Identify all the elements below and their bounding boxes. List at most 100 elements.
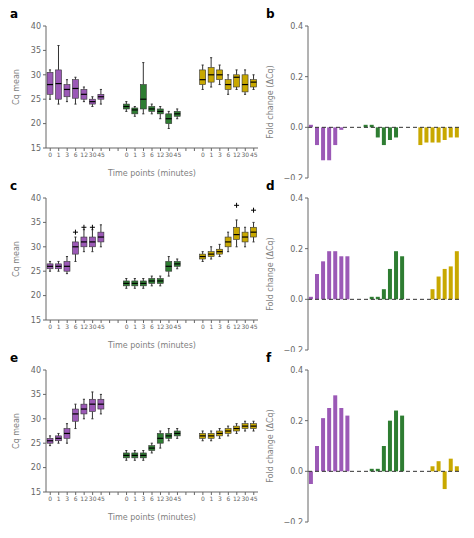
- svg-text:1: 1: [209, 495, 213, 502]
- svg-text:Cq mean: Cq mean: [12, 241, 21, 277]
- svg-text:25: 25: [31, 439, 41, 448]
- svg-text:12: 12: [157, 151, 165, 158]
- svg-text:45: 45: [250, 151, 258, 158]
- svg-text:12: 12: [80, 495, 88, 502]
- svg-text:30: 30: [165, 495, 173, 502]
- svg-text:45: 45: [250, 323, 258, 330]
- svg-text:1: 1: [209, 151, 213, 158]
- svg-text:30: 30: [31, 71, 41, 80]
- svg-text:0: 0: [125, 151, 129, 158]
- svg-text:45: 45: [174, 151, 182, 158]
- svg-text:Fold change (ΔCq): Fold change (ΔCq): [266, 409, 275, 482]
- svg-text:30: 30: [165, 323, 173, 330]
- svg-text:Cq mean: Cq mean: [12, 413, 21, 449]
- svg-text:0.4: 0.4: [290, 366, 303, 375]
- svg-text:30: 30: [89, 495, 97, 502]
- svg-text:1: 1: [133, 495, 137, 502]
- svg-text:45: 45: [174, 323, 182, 330]
- svg-text:0: 0: [201, 323, 205, 330]
- svg-text:30: 30: [89, 151, 97, 158]
- svg-text:40: 40: [31, 22, 41, 31]
- svg-text:25: 25: [31, 95, 41, 104]
- svg-text:40: 40: [31, 194, 41, 203]
- svg-text:0: 0: [48, 323, 52, 330]
- svg-text:0.2: 0.2: [290, 245, 303, 254]
- svg-text:30: 30: [31, 415, 41, 424]
- svg-text:30: 30: [241, 323, 249, 330]
- svg-text:6: 6: [150, 323, 154, 330]
- svg-text:35: 35: [31, 46, 41, 55]
- svg-text:35: 35: [31, 218, 41, 227]
- svg-text:−0.2: −0.2: [284, 518, 303, 524]
- svg-text:30: 30: [31, 243, 41, 252]
- svg-text:Fold change (ΔCq): Fold change (ΔCq): [266, 237, 275, 310]
- svg-text:20: 20: [31, 463, 41, 472]
- svg-text:1: 1: [57, 495, 61, 502]
- svg-text:1: 1: [133, 323, 137, 330]
- svg-text:15: 15: [31, 316, 41, 325]
- svg-text:1: 1: [57, 323, 61, 330]
- svg-text:−0.2: −0.2: [284, 346, 303, 352]
- svg-text:45: 45: [97, 323, 105, 330]
- svg-text:0: 0: [201, 495, 205, 502]
- svg-text:3: 3: [65, 495, 69, 502]
- svg-text:0.0: 0.0: [290, 467, 303, 476]
- svg-text:15: 15: [31, 144, 41, 153]
- svg-text:1: 1: [57, 151, 61, 158]
- svg-text:30: 30: [241, 495, 249, 502]
- svg-text:Time points (minutes): Time points (minutes): [107, 513, 196, 522]
- svg-text:3: 3: [218, 151, 222, 158]
- svg-text:40: 40: [31, 366, 41, 375]
- svg-text:20: 20: [31, 291, 41, 300]
- svg-text:12: 12: [157, 495, 165, 502]
- svg-text:Time points (minutes): Time points (minutes): [107, 169, 196, 178]
- svg-text:3: 3: [65, 323, 69, 330]
- svg-text:30: 30: [241, 151, 249, 158]
- svg-text:45: 45: [174, 495, 182, 502]
- svg-text:0: 0: [125, 495, 129, 502]
- svg-text:15: 15: [31, 488, 41, 497]
- svg-text:6: 6: [226, 151, 230, 158]
- svg-text:6: 6: [74, 495, 78, 502]
- svg-text:Time points (minutes): Time points (minutes): [107, 341, 196, 350]
- svg-text:3: 3: [65, 151, 69, 158]
- svg-text:12: 12: [233, 495, 241, 502]
- svg-text:12: 12: [233, 151, 241, 158]
- svg-text:12: 12: [80, 323, 88, 330]
- svg-text:0.2: 0.2: [290, 73, 303, 82]
- svg-text:0.0: 0.0: [290, 295, 303, 304]
- svg-text:0.0: 0.0: [290, 123, 303, 132]
- svg-text:6: 6: [150, 151, 154, 158]
- svg-text:20: 20: [31, 119, 41, 128]
- svg-text:0: 0: [48, 495, 52, 502]
- svg-text:12: 12: [233, 323, 241, 330]
- svg-text:30: 30: [165, 151, 173, 158]
- svg-text:45: 45: [97, 151, 105, 158]
- svg-text:6: 6: [150, 495, 154, 502]
- svg-text:3: 3: [142, 151, 146, 158]
- svg-text:0.4: 0.4: [290, 194, 303, 203]
- svg-text:0: 0: [201, 151, 205, 158]
- svg-text:25: 25: [31, 267, 41, 276]
- svg-text:0.4: 0.4: [290, 22, 303, 31]
- svg-text:45: 45: [250, 495, 258, 502]
- svg-text:6: 6: [226, 495, 230, 502]
- svg-text:30: 30: [89, 323, 97, 330]
- svg-text:6: 6: [226, 323, 230, 330]
- svg-text:35: 35: [31, 390, 41, 399]
- svg-text:0: 0: [48, 151, 52, 158]
- svg-text:3: 3: [142, 323, 146, 330]
- svg-text:Cq mean: Cq mean: [12, 69, 21, 105]
- svg-text:3: 3: [218, 323, 222, 330]
- svg-text:0.2: 0.2: [290, 417, 303, 426]
- svg-text:1: 1: [133, 151, 137, 158]
- svg-text:6: 6: [74, 323, 78, 330]
- svg-text:Fold change (ΔCq): Fold change (ΔCq): [266, 65, 275, 138]
- svg-text:3: 3: [142, 495, 146, 502]
- svg-text:1: 1: [209, 323, 213, 330]
- svg-text:0: 0: [125, 323, 129, 330]
- svg-text:12: 12: [157, 323, 165, 330]
- svg-text:45: 45: [97, 495, 105, 502]
- svg-text:12: 12: [80, 151, 88, 158]
- svg-text:3: 3: [218, 495, 222, 502]
